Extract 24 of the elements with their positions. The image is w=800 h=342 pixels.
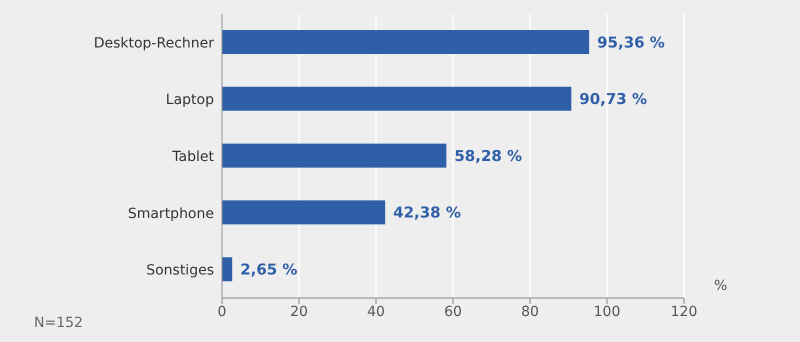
bar [222, 257, 232, 282]
x-tick-label: 40 [367, 304, 385, 320]
data-label: 42,38 % [393, 204, 461, 222]
y-tick-label: Tablet [171, 148, 214, 165]
x-tick-label: 120 [670, 304, 698, 320]
x-axis-title: % [714, 278, 728, 294]
y-tick-label: Sonstiges [146, 262, 214, 279]
y-tick-label: Desktop-Rechner [94, 35, 214, 52]
text: N=152 [34, 315, 83, 331]
x-tick-label: 0 [218, 304, 226, 320]
bar [222, 200, 386, 224]
x-tick-label: 20 [290, 304, 308, 320]
data-label: 90,73 % [579, 90, 648, 108]
data-label: 2,65 % [240, 260, 298, 278]
x-tick-label: 100 [594, 304, 620, 320]
y-tick-label: Smartphone [128, 206, 214, 222]
x-tick-label: 80 [521, 304, 539, 320]
bar [222, 86, 572, 111]
y-tick-label: Laptop [166, 92, 214, 108]
data-label: 95,36 % [597, 33, 665, 52]
data-label: 58,28 % [454, 146, 522, 165]
x-tick-label: 60 [444, 304, 462, 320]
bar [222, 30, 590, 54]
bar [222, 144, 446, 168]
